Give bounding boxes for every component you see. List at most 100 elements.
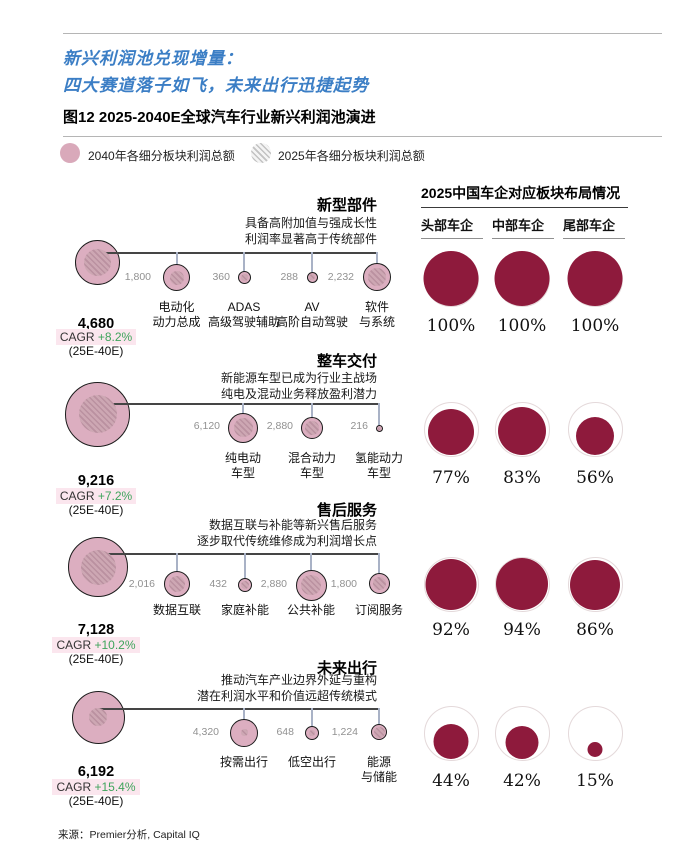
- item-label-line: 与系统: [358, 314, 395, 329]
- section-desc-line: 新能源车型已成为行业主战场: [220, 371, 377, 385]
- section-period: (25E-40E): [68, 344, 124, 358]
- stem-line: [176, 553, 178, 572]
- coverage-ring: [494, 402, 550, 457]
- section-cagr: CAGR +10.2%: [26, 637, 166, 653]
- legend-2025-swatch-icon: [251, 143, 271, 163]
- coverage-percent: 44%: [432, 771, 470, 791]
- item-bubble-2025-hatch: [169, 576, 185, 592]
- column-header: 中部车企: [492, 218, 545, 233]
- section-desc-line: 潜在利润水平和价值远超传统模式: [196, 688, 377, 703]
- item-bubble-2025-hatch: [373, 726, 385, 738]
- stem-line: [243, 252, 245, 272]
- section-desc-line: 具备高附加值与强成长性: [244, 216, 377, 230]
- coverage-ring: [423, 557, 479, 612]
- item-label-line: 电动化: [158, 300, 195, 314]
- coverage-percent: 94%: [503, 620, 541, 640]
- coverage-ring: [567, 402, 623, 457]
- cagr-label: CAGR: [56, 780, 92, 794]
- item-label-line: 车型: [230, 465, 255, 480]
- coverage-ring: [494, 557, 550, 612]
- coverage-ring: [567, 706, 623, 761]
- cagr-label: CAGR: [56, 638, 92, 652]
- section-desc: 新能源车型已成为行业主战场 纯电及混动业务释放盈利潜力: [117, 371, 377, 402]
- coverage-percent: 15%: [576, 771, 614, 791]
- legend-2025-label: 2025年各细分板块利润总额: [278, 149, 425, 163]
- item-label: 混合动力 车型: [264, 451, 360, 480]
- item-bubble: [238, 577, 252, 592]
- coverage-ring: [567, 251, 623, 307]
- item-label: 纯电动 车型: [195, 451, 291, 480]
- section-period: (25E-40E): [68, 503, 124, 517]
- item-label-line: 纯电动: [224, 451, 261, 465]
- total-bubble-2025-hatch: [78, 395, 117, 433]
- item-bubble: [228, 412, 258, 443]
- coverage-percent: 86%: [576, 620, 614, 640]
- item-value: 216: [350, 420, 368, 432]
- item-value: 2,016: [128, 578, 155, 590]
- item-value: 1,800: [330, 578, 357, 590]
- coverage-percent: 100%: [497, 316, 547, 336]
- legend-2040-swatch-icon: [60, 143, 80, 163]
- item-bubble: [371, 724, 387, 740]
- coverage-ring: [423, 706, 479, 761]
- item-bubble: [164, 571, 190, 597]
- coverage-ring: [567, 557, 623, 612]
- item-label: 能源 与储能: [331, 755, 427, 784]
- item-bubble-2025-hatch: [301, 575, 321, 595]
- stem-line: [378, 708, 380, 725]
- column-header: 头部车企: [421, 218, 474, 233]
- item-bubble-2025-hatch: [309, 729, 315, 736]
- coverage-fill: [425, 559, 477, 610]
- section-total: 9,216: [77, 473, 115, 489]
- coverage-fill: [567, 251, 623, 306]
- item-value: 1,224: [331, 726, 358, 738]
- stem-line: [310, 553, 312, 570]
- item-label-line: 氢能动力: [354, 451, 403, 465]
- item-label-line: 高级驾驶辅助: [207, 314, 280, 329]
- section-title: 未来出行: [316, 660, 377, 677]
- figure-title: 图12 2025-2040E全球汽车行业新兴利润池演进: [63, 109, 376, 126]
- item-bubble: [305, 725, 319, 740]
- cagr-value: +8.2%: [97, 330, 133, 344]
- coverage-fill: [570, 560, 620, 610]
- connector-line: [98, 708, 379, 710]
- coverage-percent: 100%: [570, 316, 620, 336]
- item-label-line: 车型: [366, 465, 391, 480]
- stem-line: [175, 252, 178, 265]
- right-panel-divider: [421, 207, 628, 208]
- section-desc-line: 逐步取代传统维修成为利润增长点: [196, 533, 377, 548]
- item-bubble: [230, 718, 258, 747]
- section-cagr: CAGR +7.2%: [26, 488, 166, 504]
- cagr-label: CAGR: [59, 330, 95, 344]
- item-label: 家庭补能: [220, 603, 269, 617]
- total-bubble: [74, 239, 120, 285]
- item-bubble: [163, 264, 190, 291]
- column-underline: [563, 238, 625, 239]
- section-desc: 数据互联与补能等新兴售后服务 逐步取代传统维修成为利润增长点: [117, 518, 377, 549]
- item-label: 低空出行: [287, 755, 336, 769]
- section-total: 7,128: [77, 622, 115, 638]
- coverage-fill: [587, 742, 603, 757]
- total-bubble-2025-hatch: [83, 248, 111, 276]
- connector-line: [97, 403, 379, 405]
- source-note: 来源：Premier分析, Capital IQ: [58, 829, 200, 841]
- item-label: 公共补能: [286, 603, 335, 617]
- item-bubble: [301, 416, 323, 439]
- item-value: 2,232: [327, 271, 354, 283]
- item-bubble-2025-hatch: [372, 577, 386, 590]
- item-label-line: 能源: [366, 755, 391, 769]
- section-cagr: CAGR +8.2%: [26, 329, 166, 345]
- stem-line: [378, 553, 380, 574]
- stem-line: [378, 403, 380, 426]
- section-desc-line: 数据互联与补能等新兴售后服务: [208, 518, 377, 532]
- item-label-line: 与储能: [360, 769, 397, 784]
- section-title: 整车交付: [316, 353, 377, 370]
- right-panel-title: 2025中国车企对应板块布局情况: [421, 185, 621, 201]
- section-cagr: CAGR +15.4%: [26, 779, 166, 795]
- item-bubble-2025-hatch: [169, 270, 184, 285]
- item-bubble-2025-hatch: [241, 580, 249, 589]
- stem-line: [311, 708, 313, 727]
- section-period: (25E-40E): [68, 652, 124, 666]
- coverage-fill: [433, 724, 469, 759]
